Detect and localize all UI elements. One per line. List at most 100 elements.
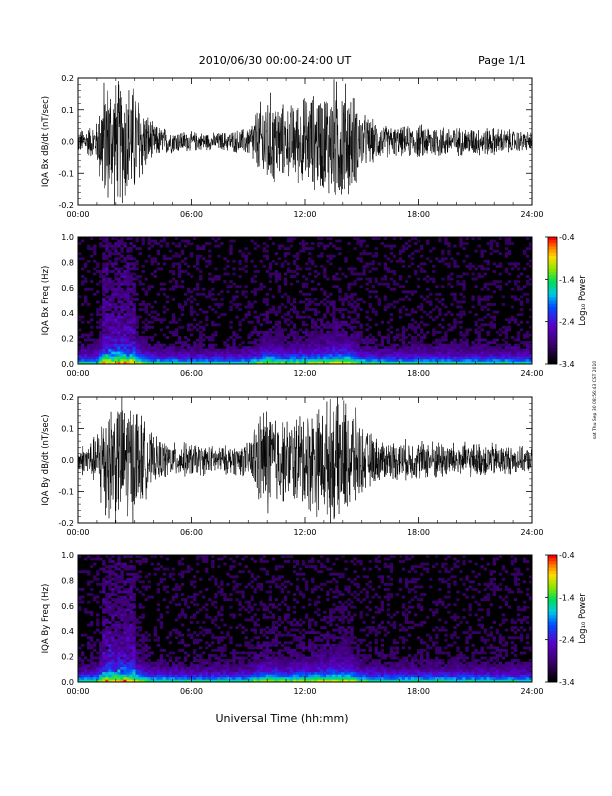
heatmap-cell [139,664,142,667]
heatmap-cell [281,265,284,268]
heatmap-cell [323,341,326,344]
heatmap-cell [238,351,241,354]
heatmap-cell [329,257,332,260]
heatmap-cell [199,669,202,672]
heatmap-cell [199,349,202,352]
heatmap-cell [311,288,314,291]
heatmap-cell [102,616,105,619]
heatmap-cell [320,265,323,268]
heatmap-cell [247,346,250,349]
heatmap-cell [142,240,145,243]
heatmap-cell [241,669,244,672]
heatmap-cell [238,356,241,359]
heatmap-cell [235,349,238,352]
heatmap-cell [193,649,196,652]
heatmap-cell [287,354,290,357]
heatmap-cell [111,583,114,586]
heatmap-cell [93,273,96,276]
heatmap-cell [432,308,435,311]
heatmap-cell [142,354,145,357]
heatmap-cell [129,636,132,639]
heatmap-cell [202,349,205,352]
heatmap-cell [190,311,193,314]
heatmap-cell [187,349,190,352]
heatmap-cell [96,313,99,316]
heatmap-cell [493,303,496,306]
heatmap-cell [102,644,105,647]
heatmap-cell [478,334,481,337]
heatmap-cell [332,351,335,354]
heatmap-cell [432,265,435,268]
heatmap-cell [132,285,135,288]
heatmap-cell [136,654,139,657]
heatmap-cell [139,346,142,349]
heatmap-cell [465,351,468,354]
heatmap-cell [257,318,260,321]
heatmap-cell [111,626,114,629]
heatmap-cell [184,674,187,677]
heatmap-cell [478,356,481,359]
heatmap-cell [123,280,126,283]
heatmap-cell [272,346,275,349]
heatmap-cell [356,341,359,344]
heatmap-cell [393,306,396,309]
heatmap-cell [117,621,120,624]
heatmap-cell [199,578,202,581]
heatmap-cell [154,334,157,337]
heatmap-cell [190,255,193,258]
heatmap-cell [414,250,417,253]
y-tick-label: 0.4 [61,309,74,318]
heatmap-cell [275,346,278,349]
heatmap-cell [184,603,187,606]
heatmap-cell [211,662,214,665]
heatmap-cell [499,252,502,255]
heatmap-cell [405,290,408,293]
heatmap-cell [123,634,126,637]
heatmap-cell [81,267,84,270]
heatmap-cell [229,598,232,601]
heatmap-cell [275,273,278,276]
heatmap-cell [356,354,359,357]
heatmap-cell [214,303,217,306]
heatmap-cell [202,293,205,296]
heatmap-cell [223,273,226,276]
heatmap-cell [244,316,247,319]
heatmap-cell [163,677,166,680]
heatmap-cell [335,308,338,311]
y-tick-label: 0.2 [61,335,74,344]
heatmap-cell [129,278,132,281]
heatmap-cell [314,359,317,362]
heatmap-cell [114,603,117,606]
heatmap-cell [269,339,272,342]
heatmap-cell [238,652,241,655]
heatmap-cell [214,356,217,359]
heatmap-cell [254,326,257,329]
heatmap-cell [399,250,402,253]
heatmap-cell [132,613,135,616]
heatmap-cell [84,570,87,573]
heatmap-cell [175,356,178,359]
heatmap-cell [220,313,223,316]
heatmap-cell [305,341,308,344]
heatmap-cell [211,565,214,568]
colorbar-step [548,256,557,260]
heatmap-cell [111,306,114,309]
heatmap-cell [381,278,384,281]
heatmap-cell [311,262,314,265]
heatmap-cell [181,558,184,561]
heatmap-cell [254,301,257,304]
heatmap-cell [123,636,126,639]
heatmap-cell [142,639,145,642]
heatmap-cell [481,288,484,291]
heatmap-cell [111,344,114,347]
heatmap-cell [429,301,432,304]
series-line [78,79,532,205]
heatmap-cell [393,346,396,349]
heatmap-cell [344,334,347,337]
heatmap-cell [459,306,462,309]
heatmap-cell [117,334,120,337]
heatmap-cell [208,354,211,357]
heatmap-cell [481,359,484,362]
heatmap-cell [251,354,254,357]
heatmap-cell [105,570,108,573]
